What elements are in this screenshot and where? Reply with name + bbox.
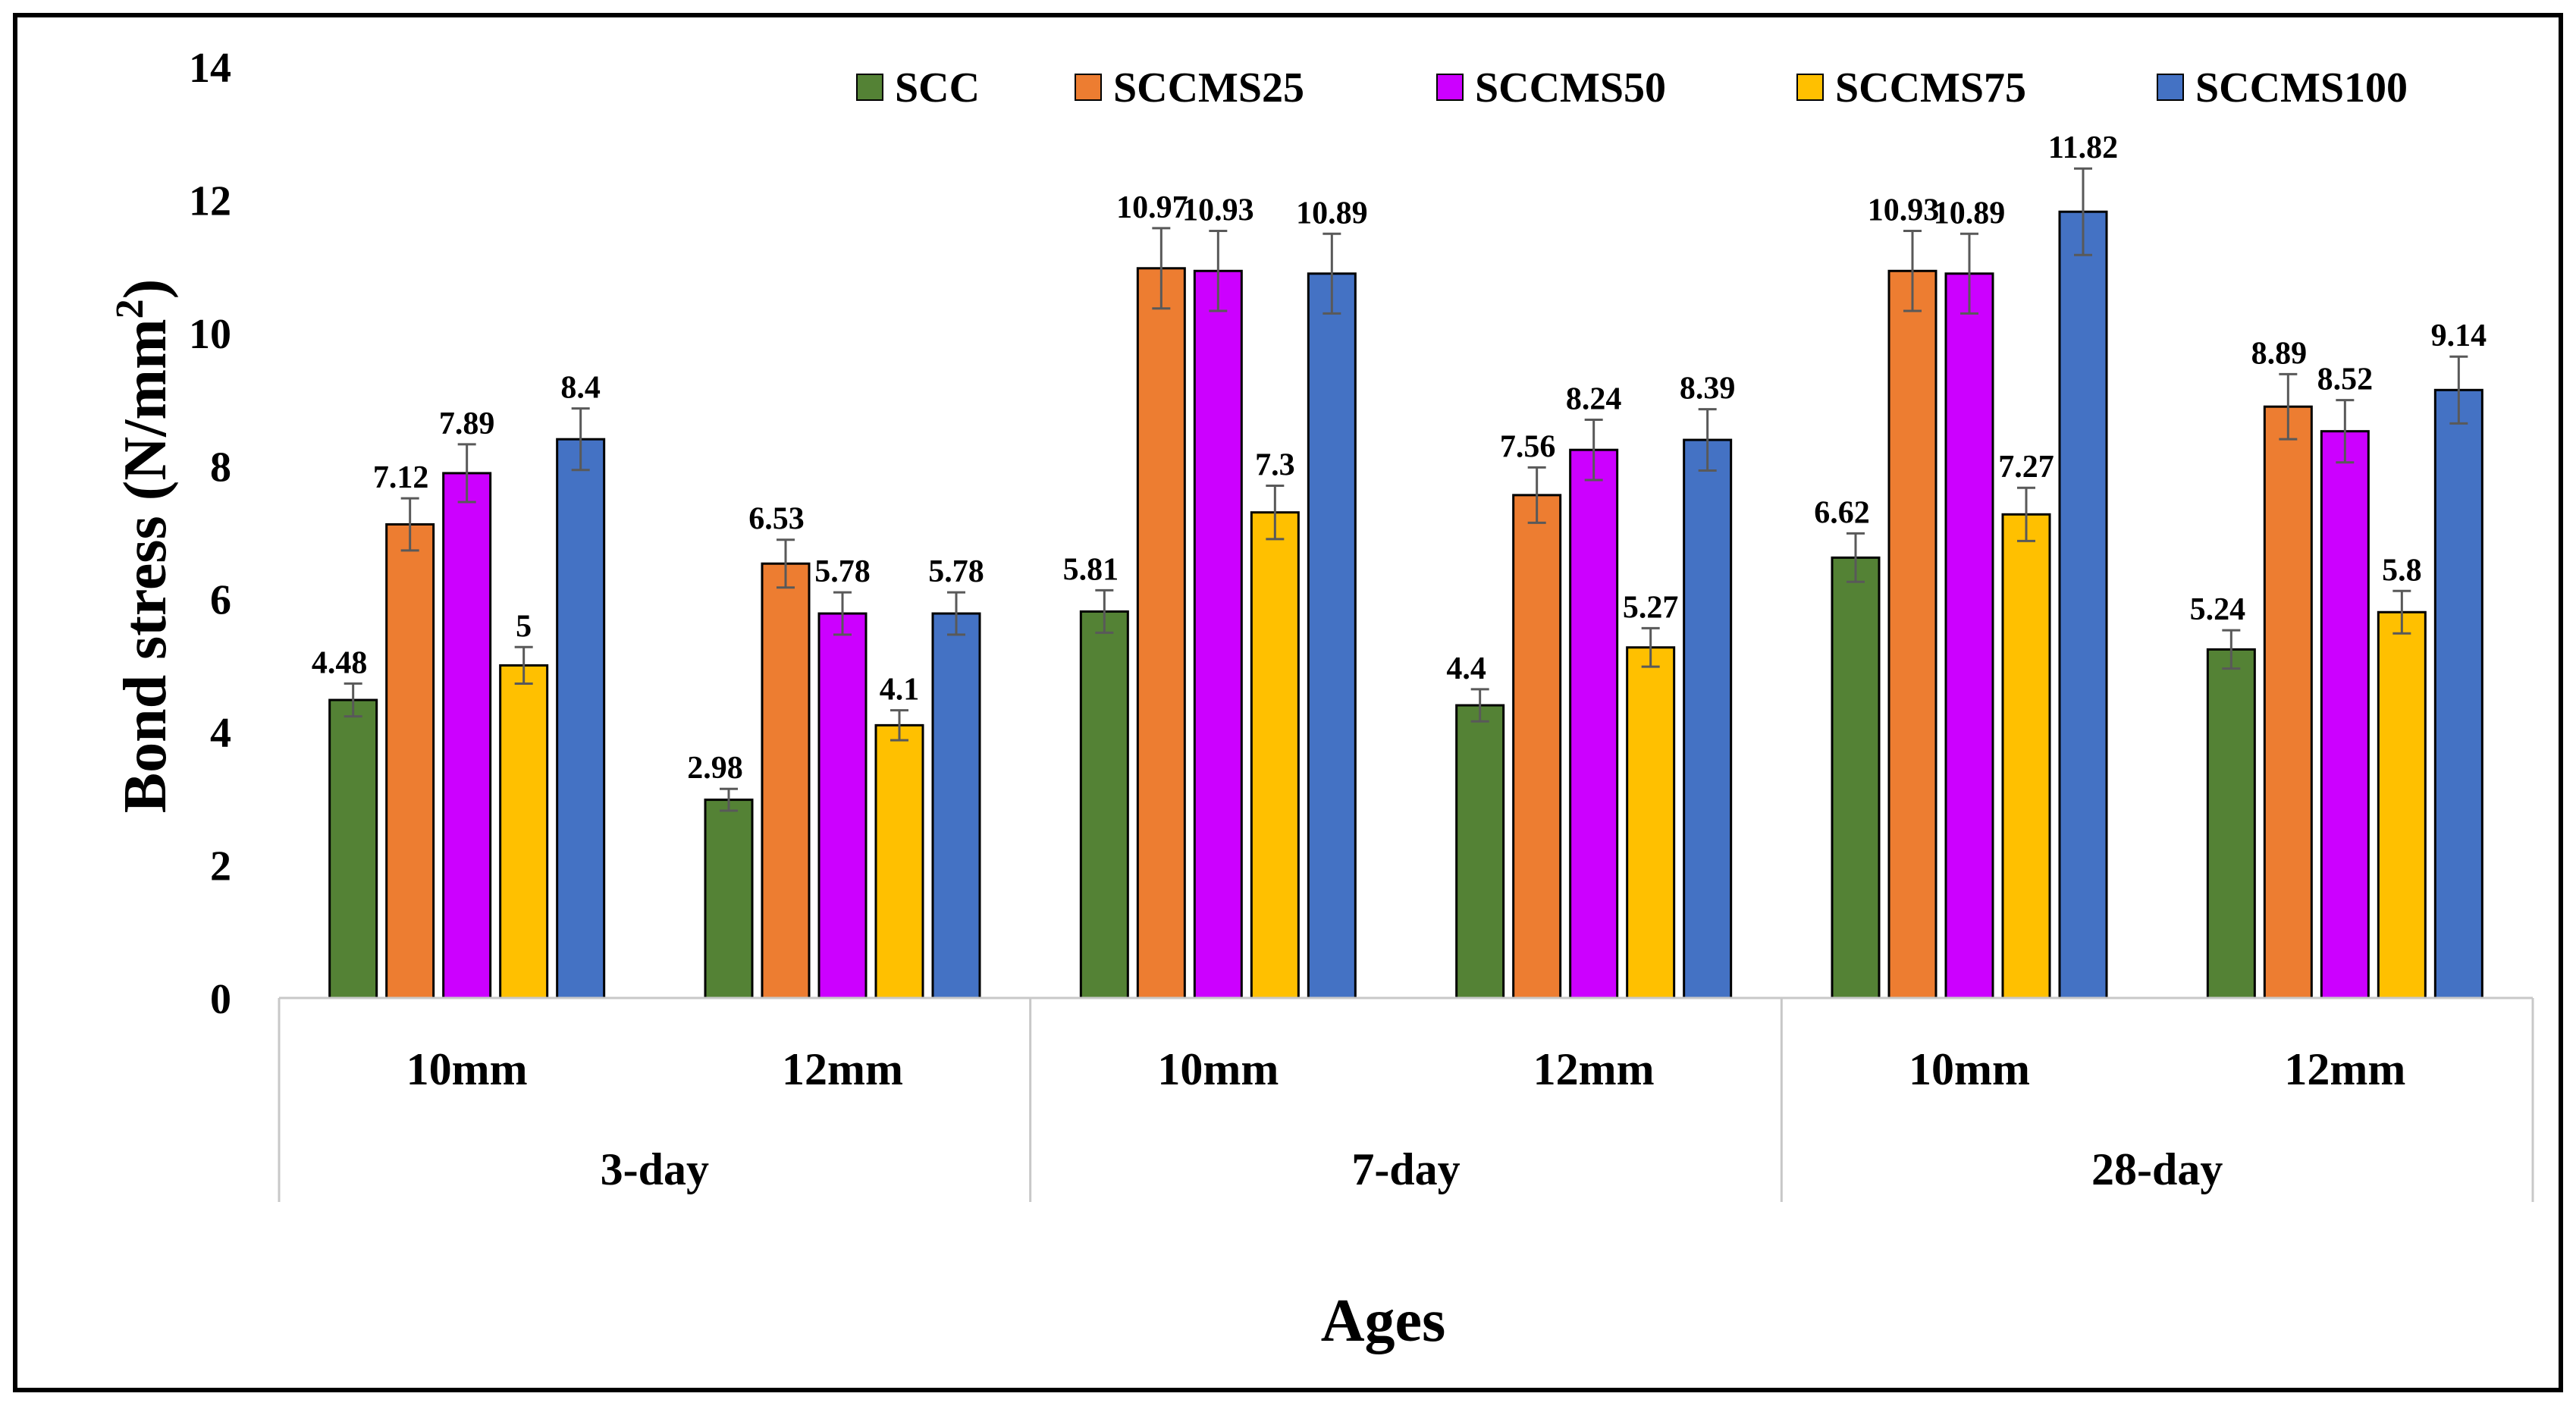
data-label: 9.14 (2431, 319, 2487, 353)
bar-scc (1831, 556, 1881, 999)
bar-sccms50 (1944, 272, 1994, 999)
data-label: 5.8 (2382, 553, 2422, 588)
data-label: 10.97 (1116, 190, 1188, 225)
bar-sccms75 (1626, 646, 1676, 999)
bar-sccms100 (556, 438, 606, 999)
x-group-label: 28-day (2091, 1144, 2223, 1194)
legend: SCC SCCMS25 SCCMS50 SCCMS75 SCCMS100 (856, 64, 2408, 111)
data-label: 11.82 (2048, 130, 2118, 165)
data-label: 5 (516, 609, 532, 644)
y-axis-title: Bond stress (N/mm2) (108, 279, 179, 814)
legend-label-scc: SCC (895, 64, 980, 111)
bar-sccms100 (1683, 438, 1733, 999)
data-label: 6.62 (1814, 495, 1870, 530)
data-label: 7.89 (439, 406, 495, 441)
bar-scc (1455, 704, 1505, 999)
bar-sccms50 (1193, 269, 1243, 999)
y-tick-label: 0 (210, 976, 231, 1023)
y-axis-title-end: ) (112, 279, 179, 300)
y-tick-label: 2 (210, 843, 231, 890)
data-label: 8.39 (1680, 372, 1736, 406)
bar-sccms75 (2001, 513, 2051, 999)
y-tick-label: 8 (210, 444, 231, 491)
data-label: 7.27 (1998, 450, 2054, 485)
y-tick-label: 10 (189, 311, 231, 358)
x-category-label: 10mm (1157, 1044, 1279, 1094)
x-group-label: 7-day (1351, 1144, 1460, 1194)
x-category-label: 10mm (1909, 1044, 2030, 1094)
data-label: 5.27 (1623, 590, 1679, 625)
legend-label-sccms75: SCCMS75 (1835, 64, 2026, 111)
legend-swatch-sccms75 (1796, 74, 1824, 101)
data-label: 10.89 (1296, 196, 1368, 231)
data-label: 10.93 (1182, 193, 1254, 228)
bar-sccms50 (817, 612, 868, 999)
x-axis: 10mm 12mm 3-day 10mm 12mm 7-day 10mm 12mm 28-day (278, 996, 2534, 1202)
y-tick-label: 14 (189, 45, 231, 92)
legend-label-sccms100: SCCMS100 (2195, 64, 2408, 111)
data-label: 8.89 (2251, 336, 2308, 371)
x-category-label: 12mm (782, 1044, 903, 1094)
data-label: 4.48 (312, 645, 368, 680)
bar-sccms50 (2320, 430, 2370, 999)
bar-scc (2206, 648, 2256, 999)
bar-sccms25 (1512, 494, 1562, 999)
data-label: 10.89 (1934, 196, 2006, 231)
data-label: 7.12 (373, 460, 429, 495)
bar-sccms25 (1887, 269, 1937, 999)
data-label: 6.53 (748, 502, 805, 537)
x-category-label: 10mm (406, 1044, 528, 1094)
data-label: 8.4 (560, 371, 601, 406)
bar-scc (1079, 610, 1129, 999)
data-label: 2.98 (687, 751, 743, 786)
legend-swatch-sccms100 (2157, 74, 2184, 101)
bar-scc (704, 799, 754, 999)
legend-swatch-sccms50 (1436, 74, 1464, 101)
x-category-label: 12mm (1533, 1044, 1655, 1094)
y-axis-title-sup: 2 (108, 299, 152, 319)
data-label: 5.24 (2190, 592, 2246, 627)
data-label: 4.1 (880, 673, 920, 708)
bar-sccms50 (442, 472, 492, 999)
bar-scc (328, 698, 378, 999)
bar-sccms25 (385, 522, 435, 999)
bar-sccms100 (1307, 272, 1357, 999)
bar-sccms25 (2263, 405, 2313, 999)
y-tick-label: 12 (189, 177, 231, 224)
bar-sccms100 (2433, 388, 2483, 999)
data-label: 5.78 (814, 554, 871, 589)
data-label: 5.81 (1063, 552, 1119, 587)
bar-sccms25 (1136, 267, 1186, 999)
y-tick-label: 4 (210, 710, 231, 757)
legend-label-sccms50: SCCMS50 (1475, 64, 1666, 111)
y-tick-label: 6 (210, 577, 231, 624)
bar-sccms50 (1569, 448, 1619, 999)
data-label: 7.56 (1500, 429, 1556, 464)
bar-sccms75 (1250, 511, 1300, 999)
bar-sccms75 (2377, 610, 2427, 999)
x-group-label: 3-day (601, 1144, 709, 1194)
data-label: 10.93 (1868, 193, 1940, 228)
legend-label-sccms25: SCCMS25 (1113, 64, 1304, 111)
bar-sccms100 (931, 612, 981, 999)
y-axis-ticks: 0 2 4 6 8 10 12 14 (189, 45, 231, 1023)
data-label: 8.52 (2317, 362, 2374, 397)
bar-sccms75 (874, 723, 924, 999)
legend-swatch-sccms25 (1075, 74, 1102, 101)
data-label: 5.78 (928, 554, 984, 589)
bar-sccms100 (2058, 210, 2108, 999)
x-category-label: 12mm (2284, 1044, 2405, 1094)
data-label: 7.3 (1255, 447, 1295, 482)
bar-sccms75 (499, 664, 549, 999)
x-axis-title: Ages (1321, 1288, 1445, 1354)
legend-swatch-scc (856, 74, 883, 101)
data-label: 4.4 (1446, 651, 1486, 686)
data-label: 8.24 (1566, 381, 1622, 416)
bar-sccms25 (761, 562, 811, 999)
y-axis-title-main: Bond stress (N/mm (112, 319, 179, 813)
